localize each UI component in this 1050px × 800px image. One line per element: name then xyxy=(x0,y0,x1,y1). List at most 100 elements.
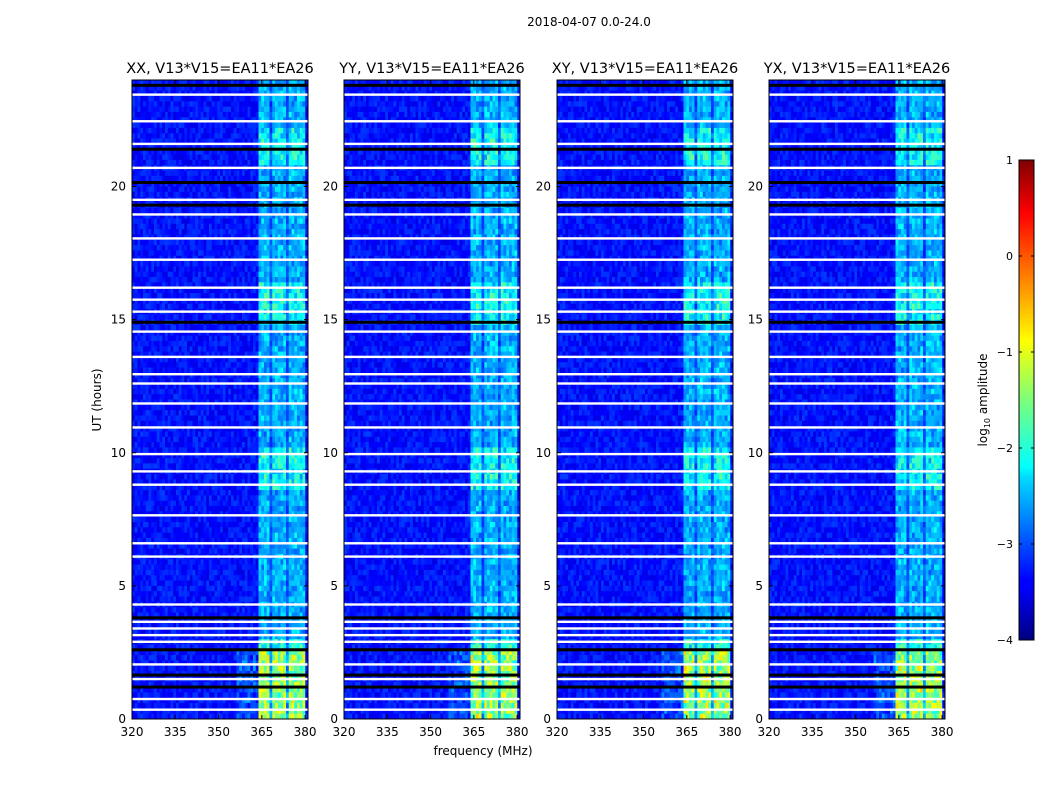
heatmap-cell xyxy=(176,245,180,251)
heatmap-cell xyxy=(143,436,147,443)
heatmap-cell xyxy=(200,223,204,230)
heatmap-cell xyxy=(250,133,254,139)
heatmap-cell xyxy=(137,282,141,289)
heatmap-cell xyxy=(145,213,149,219)
heatmap-cell xyxy=(283,356,287,363)
heatmap-cell xyxy=(236,484,240,491)
heatmap-cell xyxy=(231,223,235,230)
heatmap-cell xyxy=(233,367,237,374)
heatmap-cell xyxy=(233,346,237,352)
heatmap-cell xyxy=(137,159,141,166)
heatmap-cell xyxy=(143,404,147,411)
heatmap-cell xyxy=(176,191,180,198)
heatmap-cell xyxy=(170,245,174,251)
heatmap-cell xyxy=(286,191,290,198)
heatmap-cell xyxy=(255,490,259,496)
heatmap-cell xyxy=(165,239,169,246)
heatmap-cell xyxy=(305,452,309,459)
heatmap-cell xyxy=(297,298,301,305)
heatmap-cell xyxy=(305,106,309,113)
heatmap-cell xyxy=(272,388,276,395)
heatmap-cell xyxy=(231,261,235,267)
heatmap-cell xyxy=(269,282,273,289)
heatmap-cell xyxy=(302,127,306,134)
heatmap-cell xyxy=(242,346,246,352)
heatmap-cell xyxy=(264,394,268,400)
heatmap-cell xyxy=(211,431,215,438)
heatmap-cell xyxy=(294,420,298,427)
heatmap-cell xyxy=(176,250,180,257)
heatmap-cell xyxy=(151,149,155,155)
heatmap-cell xyxy=(305,250,309,257)
heatmap-cell xyxy=(170,447,174,454)
heatmap-cell xyxy=(187,277,191,283)
heatmap-cell xyxy=(231,447,235,454)
heatmap-cell xyxy=(203,356,207,363)
heatmap-cell xyxy=(277,293,281,299)
heatmap-cell xyxy=(211,191,215,198)
heatmap-cell xyxy=(264,250,268,257)
heatmap-cell xyxy=(192,143,196,150)
heatmap-cell xyxy=(269,186,273,193)
heatmap-cell xyxy=(148,127,152,134)
heatmap-cell xyxy=(217,452,221,459)
heatmap-cell xyxy=(294,170,298,177)
heatmap-cell xyxy=(192,287,196,294)
heatmap-cell xyxy=(156,277,160,283)
heatmap-cell xyxy=(181,149,185,155)
heatmap-cell xyxy=(231,452,235,459)
heatmap-cell xyxy=(203,143,207,150)
heatmap-cell xyxy=(266,431,270,438)
heatmap-cell xyxy=(145,415,149,422)
heatmap-cell xyxy=(176,181,180,187)
heatmap-cell xyxy=(244,431,248,438)
heatmap-cell xyxy=(283,143,287,150)
heatmap-cell xyxy=(275,330,279,336)
heatmap-cell xyxy=(192,154,196,161)
heatmap-cell xyxy=(255,287,259,294)
heatmap-cell xyxy=(239,426,243,432)
heatmap-cell xyxy=(294,463,298,470)
heatmap-cell xyxy=(178,266,182,273)
heatmap-cell xyxy=(156,431,160,438)
heatmap-cell xyxy=(250,175,254,182)
heatmap-cell xyxy=(253,442,257,448)
heatmap-cell xyxy=(242,388,246,395)
heatmap-cell xyxy=(288,410,292,416)
heatmap-cell xyxy=(220,484,224,491)
heatmap-cell xyxy=(275,239,279,246)
heatmap-cell xyxy=(305,186,309,193)
heatmap-cell xyxy=(167,346,171,352)
heatmap-cell xyxy=(151,245,155,251)
heatmap-cell xyxy=(145,463,149,470)
heatmap-cell xyxy=(225,149,229,155)
heatmap-cell xyxy=(156,378,160,384)
heatmap-cell xyxy=(211,154,215,161)
heatmap-cell xyxy=(176,426,180,432)
heatmap-cell xyxy=(233,431,237,438)
heatmap-cell xyxy=(176,106,180,113)
heatmap-cell xyxy=(192,298,196,305)
heatmap-cell xyxy=(244,111,248,118)
heatmap-cell xyxy=(145,80,149,86)
heatmap-cell xyxy=(143,186,147,193)
heatmap-cell xyxy=(145,122,149,129)
heatmap-cell xyxy=(266,404,270,411)
heatmap-cell xyxy=(258,372,262,379)
heatmap-cell xyxy=(299,218,303,225)
heatmap-cell xyxy=(231,149,235,155)
heatmap-cell xyxy=(211,106,215,113)
heatmap-cell xyxy=(156,362,160,368)
heatmap-cell xyxy=(272,431,276,438)
heatmap-cell xyxy=(156,436,160,443)
heatmap-cell xyxy=(151,479,155,486)
heatmap-cell xyxy=(211,490,215,496)
heatmap-cell xyxy=(184,85,188,92)
heatmap-cell xyxy=(132,122,136,129)
heatmap-cell xyxy=(264,351,268,358)
heatmap-cell xyxy=(264,271,268,278)
heatmap-cell xyxy=(247,159,251,166)
heatmap-cell xyxy=(132,490,136,496)
heatmap-cell xyxy=(288,266,292,273)
heatmap-cell xyxy=(211,149,215,155)
